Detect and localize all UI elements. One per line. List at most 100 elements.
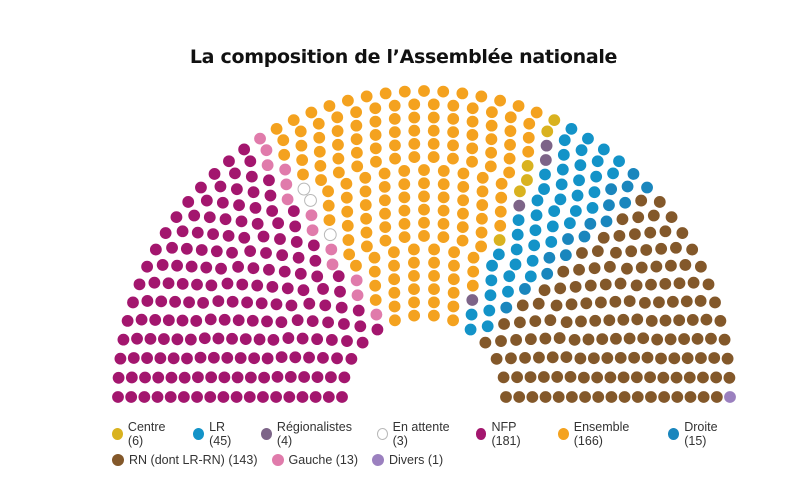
seat-nfp <box>127 296 139 309</box>
seat-ensemble <box>408 137 421 150</box>
seat-ensemble <box>398 165 411 177</box>
seat-ensemble <box>447 152 459 165</box>
seat-rn <box>591 245 604 258</box>
seat-lr <box>530 209 543 222</box>
seat-rn <box>551 371 564 383</box>
seat-ensemble <box>322 185 334 198</box>
seat-attente <box>323 228 337 242</box>
seat-nfp <box>246 314 259 327</box>
seat-lr <box>484 289 497 302</box>
seat-rn <box>550 299 563 312</box>
seat-nfp <box>291 314 304 327</box>
seat-nfp <box>144 332 157 345</box>
seat-droite <box>543 251 556 264</box>
seat-rn <box>497 371 510 384</box>
seat-lr <box>558 134 571 147</box>
seat-rn <box>580 297 593 310</box>
seat-nfp <box>230 183 243 196</box>
seat-droite <box>519 283 531 295</box>
seat-ensemble <box>408 309 421 322</box>
seat-attente <box>304 194 317 207</box>
seat-ensemble <box>341 219 354 232</box>
seat-ensemble <box>476 199 489 211</box>
seat-nfp <box>263 263 275 276</box>
seat-nfp <box>311 333 324 346</box>
seat-rn <box>610 332 622 345</box>
seat-nfp <box>218 371 231 384</box>
seat-ensemble <box>323 100 336 112</box>
seat-lr <box>526 254 539 267</box>
seat-lr <box>590 170 603 183</box>
seat-ensemble <box>466 142 479 155</box>
seat-gauche <box>305 209 318 222</box>
seat-lr <box>492 248 505 261</box>
seat-ensemble <box>388 246 400 259</box>
seat-rn <box>510 334 523 346</box>
seat-lr <box>545 236 558 248</box>
seat-nfp <box>296 332 309 345</box>
seat-ensemble <box>428 256 440 269</box>
seat-ensemble <box>350 119 363 132</box>
seat-ensemble <box>323 214 336 227</box>
seat-nfp <box>139 371 151 384</box>
seat-rn <box>665 259 677 272</box>
seat-nfp <box>317 351 329 364</box>
seat-rn <box>524 371 537 383</box>
seat-nfp <box>207 351 220 364</box>
seat-rn <box>613 229 626 242</box>
legend-item-attente: En attente (3) <box>376 420 462 448</box>
seat-nfp <box>194 351 207 364</box>
seat-nfp <box>309 391 322 403</box>
seat-rn <box>637 332 650 345</box>
seat-attente <box>297 182 311 196</box>
seat-nfp <box>217 391 230 403</box>
seat-droite <box>562 233 574 245</box>
seat-nfp <box>263 174 275 187</box>
seat-nfp <box>221 351 234 364</box>
seat-ensemble <box>398 191 411 204</box>
seat-centre <box>521 159 534 172</box>
seat-rn <box>718 333 731 346</box>
seat-rn <box>641 351 654 364</box>
seat-ensemble <box>368 251 381 264</box>
seat-nfp <box>191 226 204 239</box>
seat-nfp <box>278 265 291 278</box>
seat-rn <box>670 371 683 384</box>
seat-rn <box>603 314 616 327</box>
seat-divers <box>724 391 736 403</box>
seat-ensemble <box>351 160 364 173</box>
legend: Centre (6) LR (45) Régionalistes (4) En att… <box>112 420 752 476</box>
seat-ensemble <box>270 122 283 135</box>
seat-ensemble <box>447 126 460 139</box>
seat-nfp <box>338 371 351 384</box>
seat-nfp <box>170 211 183 224</box>
seat-rn <box>614 351 627 364</box>
seat-droite <box>559 249 572 262</box>
legend-swatch-ensemble <box>557 428 569 440</box>
seat-rn <box>673 277 686 290</box>
seat-nfp <box>200 261 213 274</box>
legend-swatch-divers <box>372 454 384 466</box>
seat-rn <box>557 265 570 278</box>
seat-ensemble <box>369 102 382 115</box>
seat-rn <box>529 315 542 328</box>
seat-ensemble <box>428 243 440 256</box>
seat-rn <box>514 316 526 329</box>
legend-label-attente: En attente (3) <box>392 420 450 448</box>
seat-ensemble <box>504 138 516 151</box>
seat-gauche <box>281 193 294 206</box>
seat-rn <box>655 352 667 365</box>
seat-rn <box>565 391 578 403</box>
seat-nfp <box>251 279 264 292</box>
seat-centre <box>521 174 533 186</box>
seat-nfp <box>171 259 183 272</box>
seat-ensemble <box>466 279 479 292</box>
seat-ensemble <box>457 207 469 220</box>
seat-rn <box>630 279 643 292</box>
seat-nfp <box>181 352 193 365</box>
seat-ensemble <box>350 133 363 146</box>
seat-regionalistes <box>540 139 553 152</box>
seat-ensemble <box>437 217 450 230</box>
seat-nfp <box>289 351 302 364</box>
seat-rn <box>621 262 633 275</box>
